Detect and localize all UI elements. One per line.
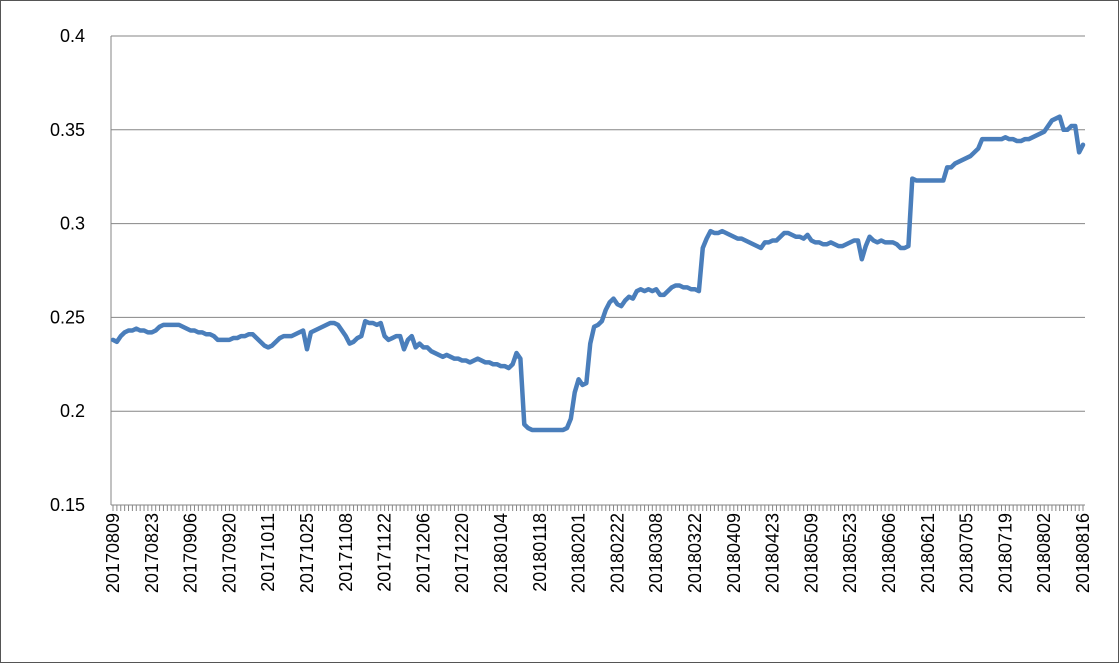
x-tick-label: 20171011	[258, 513, 278, 592]
x-tick-label: 20180104	[491, 513, 511, 593]
x-tick-label: 20180705	[957, 513, 977, 593]
y-tick-label: 0.35	[50, 120, 85, 140]
y-tick-label: 0.25	[50, 307, 85, 327]
x-tick-label: 20180719	[995, 513, 1015, 593]
y-tick-label: 0.15	[50, 495, 85, 515]
data-line	[110, 114, 1086, 433]
x-tick-label: 20180308	[646, 513, 666, 593]
x-tick-label: 20180509	[801, 513, 821, 593]
x-tick-label: 20171206	[413, 513, 433, 593]
x-tick-label: 20171122	[375, 513, 395, 592]
x-tick-label: 20180606	[879, 513, 899, 593]
x-tick-label: 20180423	[763, 513, 783, 593]
x-tick-label: 20171108	[336, 513, 356, 592]
x-tick-label: 20180621	[918, 513, 938, 593]
x-tick-label: 20180201	[569, 513, 589, 593]
y-tick-label: 0.4	[60, 26, 85, 46]
x-tick-label: 20170809	[103, 513, 123, 593]
x-tick-label: 20180816	[1073, 513, 1093, 593]
x-tick-label: 20171220	[452, 513, 472, 593]
x-tick-label: 20180222	[607, 513, 627, 593]
x-tick-label: 20171025	[297, 513, 317, 593]
x-tick-label: 20180523	[840, 513, 860, 593]
y-tick-label: 0.3	[60, 214, 85, 234]
x-tick-label: 20170906	[181, 513, 201, 593]
y-tick-label: 0.2	[60, 401, 85, 421]
x-tick-label: 20180322	[685, 513, 705, 593]
x-tick-label: 20170920	[219, 513, 239, 593]
x-tick-label: 20180409	[724, 513, 744, 593]
x-tick-label: 20180118	[530, 513, 550, 592]
x-tick-label: 20180802	[1034, 513, 1054, 593]
x-tick-label: 20170823	[142, 513, 162, 593]
